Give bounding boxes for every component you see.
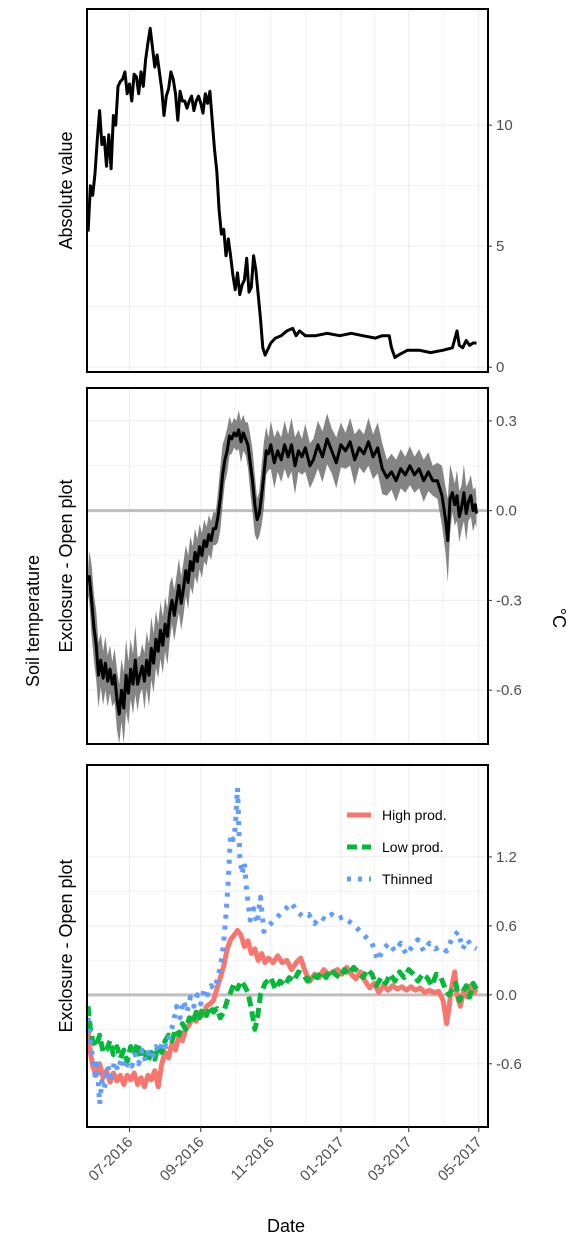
x-axis-title: Date [267,1216,305,1236]
panel-frame [86,8,489,373]
y-tick-label: 10 [496,117,513,134]
legend-label-low-prod: Low prod. [382,839,443,855]
x-tick-label: 01-2017 [297,1134,348,1185]
y-axis-title: Exclosure - Open plot [56,859,76,1032]
x-tick-label: 05-2017 [435,1134,486,1185]
series-line-low-prod [85,964,479,1064]
series-line-thinned [85,785,478,1107]
shared-y-axis-title: Soil temperature [23,555,43,687]
legend: High prod. Low prod. Thinned [347,807,447,887]
y-tick-label: -0.6 [496,1056,522,1073]
x-tick-label: 11-2016 [228,1134,278,1184]
confidence-ribbon [88,410,477,744]
legend-label-high-prod: High prod. [382,807,447,823]
y-tick-label: 0 [496,359,504,376]
x-axis-tick-labels: 07-2016 09-2016 11-2016 01-2017 03-2017 05-20… [85,1127,486,1185]
x-tick-label: 09-2016 [157,1134,208,1185]
mean-difference-line [86,428,478,716]
panel-frame [86,764,489,1128]
y-tick-label: 0.6 [496,918,517,935]
panel-mean-difference: -0.6 -0.3 0.0 0.3 Exclosure - Open plot [56,387,522,745]
y-tick-label: 0.0 [496,503,517,520]
x-tick-label: 03-2017 [365,1134,416,1185]
y-tick-label: 5 [496,238,504,255]
panel-treatment-difference: -0.6 0.0 0.6 1.2 Exclosure - Open plot [56,764,522,1128]
y-axis-title: Exclosure - Open plot [56,479,76,652]
legend-label-thinned: Thinned [382,871,433,887]
y-tick-label: -0.6 [496,682,522,699]
y-tick-label: 1.2 [496,849,517,866]
right-unit-label: °C [549,608,569,628]
panel-frame [86,387,489,745]
absolute-value-line [86,26,477,359]
x-tick-label: 07-2016 [85,1134,136,1185]
series-line-high-prod [85,928,479,1090]
y-tick-label: -0.3 [496,592,522,609]
y-tick-label: 0.0 [496,987,517,1004]
y-tick-label: 0.3 [496,413,517,430]
panel-absolute-value: 0 5 10 Absolute value [56,8,513,376]
y-axis-title: Absolute value [56,131,76,249]
